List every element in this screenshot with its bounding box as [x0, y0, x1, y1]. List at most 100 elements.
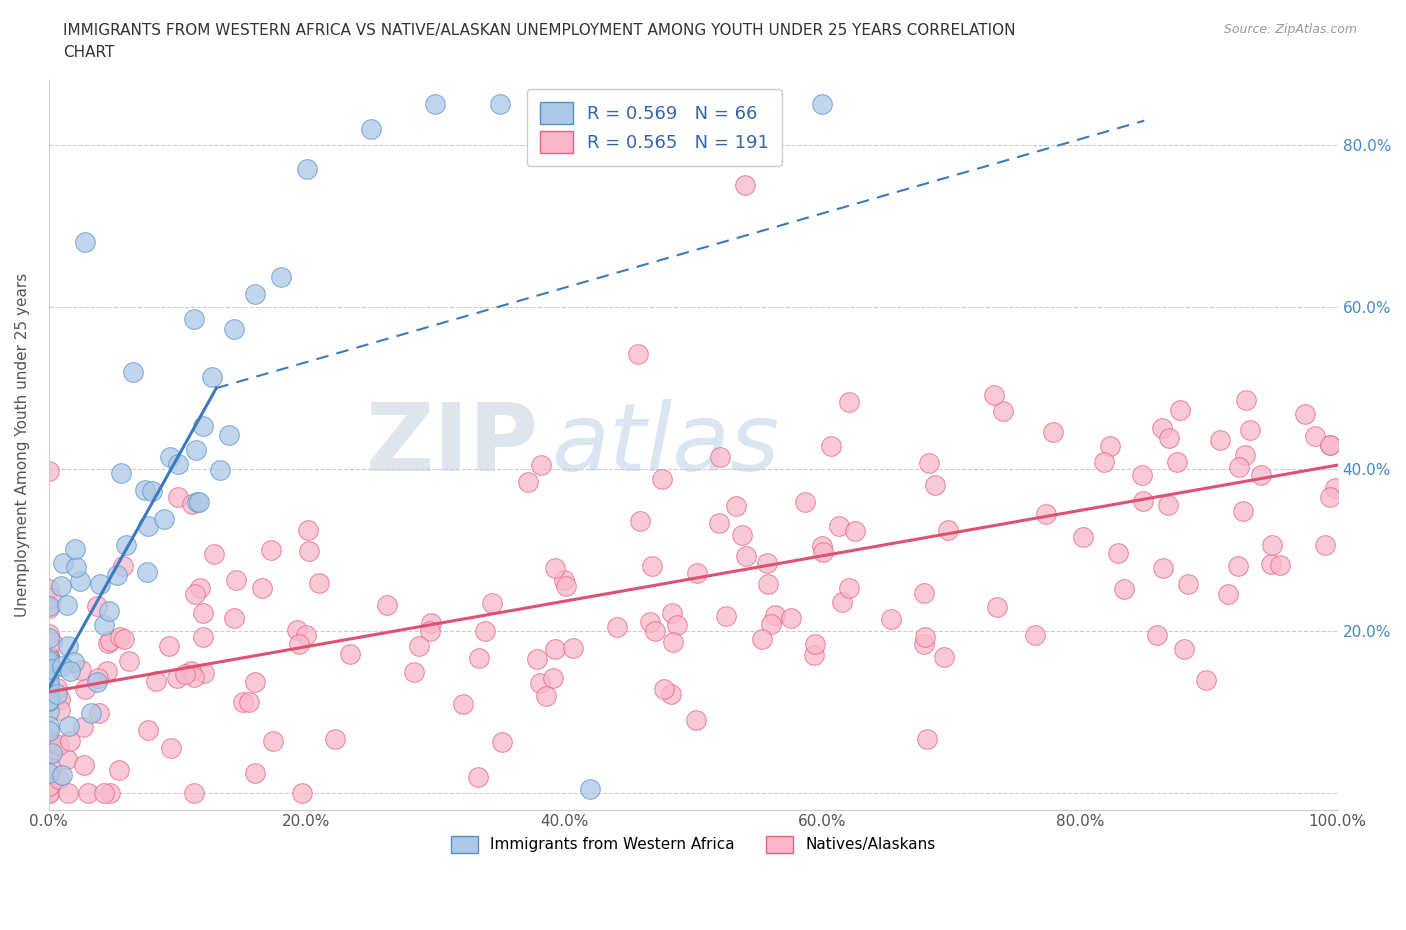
Point — [467, 770, 489, 785]
Point — [160, 741, 183, 756]
Point — [105, 567, 128, 582]
Text: atlas: atlas — [551, 399, 780, 490]
Point — [661, 635, 683, 650]
Point — [167, 489, 190, 504]
Point — [38, 679, 60, 694]
Point — [100, 633, 122, 648]
Point — [983, 388, 1005, 403]
Point — [41, 761, 63, 776]
Point — [419, 624, 441, 639]
Point — [644, 623, 666, 638]
Point — [56, 639, 79, 654]
Point — [136, 519, 159, 534]
Point — [56, 786, 79, 801]
Point — [641, 558, 664, 573]
Point — [298, 544, 321, 559]
Point — [553, 573, 575, 588]
Point — [932, 649, 955, 664]
Point — [1195, 672, 1218, 687]
Point — [121, 365, 143, 379]
Point — [96, 664, 118, 679]
Point — [285, 623, 308, 638]
Point — [157, 639, 180, 654]
Point — [238, 695, 260, 710]
Point — [804, 637, 827, 652]
Point — [89, 577, 111, 591]
Point — [734, 548, 756, 563]
Text: CHART: CHART — [63, 45, 115, 60]
Point — [59, 733, 82, 748]
Point — [191, 630, 214, 644]
Point — [38, 731, 60, 746]
Point — [1227, 459, 1250, 474]
Point — [1170, 403, 1192, 418]
Point — [260, 542, 283, 557]
Point — [58, 718, 80, 733]
Point — [924, 477, 946, 492]
Point — [1173, 642, 1195, 657]
Point — [1024, 628, 1046, 643]
Point — [811, 539, 834, 554]
Point — [1323, 481, 1346, 496]
Point — [69, 662, 91, 677]
Point — [606, 620, 628, 635]
Point — [51, 767, 73, 782]
Point — [59, 663, 82, 678]
Point — [193, 665, 215, 680]
Point — [38, 703, 60, 718]
Point — [323, 731, 346, 746]
Point — [1261, 538, 1284, 552]
Point — [659, 686, 682, 701]
Point — [38, 724, 60, 738]
Point — [87, 706, 110, 721]
Point — [183, 670, 205, 684]
Point — [756, 555, 779, 570]
Point — [98, 604, 121, 618]
Point — [1132, 494, 1154, 509]
Point — [134, 483, 156, 498]
Point — [544, 561, 567, 576]
Point — [1152, 561, 1174, 576]
Point — [880, 612, 903, 627]
Point — [516, 474, 538, 489]
Point — [831, 594, 853, 609]
Point — [912, 637, 935, 652]
Point — [55, 597, 77, 612]
Point — [222, 611, 245, 626]
Point — [811, 544, 834, 559]
Point — [262, 734, 284, 749]
Point — [80, 705, 103, 720]
Point — [803, 648, 825, 663]
Point — [665, 618, 688, 632]
Point — [93, 618, 115, 632]
Point — [402, 664, 425, 679]
Point — [193, 605, 215, 620]
Point — [1227, 559, 1250, 574]
Point — [709, 449, 731, 464]
Point — [166, 457, 188, 472]
Point — [38, 654, 60, 669]
Point — [38, 463, 60, 478]
Point — [838, 395, 860, 410]
Point — [73, 758, 96, 773]
Point — [38, 719, 60, 734]
Point — [136, 723, 159, 737]
Point — [709, 515, 731, 530]
Point — [41, 634, 63, 649]
Point — [38, 694, 60, 709]
Point — [141, 484, 163, 498]
Point — [38, 778, 60, 793]
Point — [1035, 506, 1057, 521]
Point — [186, 443, 208, 458]
Point — [758, 577, 780, 591]
Point — [1232, 504, 1254, 519]
Point — [682, 97, 704, 112]
Point — [661, 605, 683, 620]
Point — [38, 766, 60, 781]
Point — [243, 674, 266, 689]
Point — [98, 786, 121, 801]
Point — [291, 786, 314, 801]
Point — [652, 682, 675, 697]
Point — [627, 347, 650, 362]
Point — [39, 734, 62, 749]
